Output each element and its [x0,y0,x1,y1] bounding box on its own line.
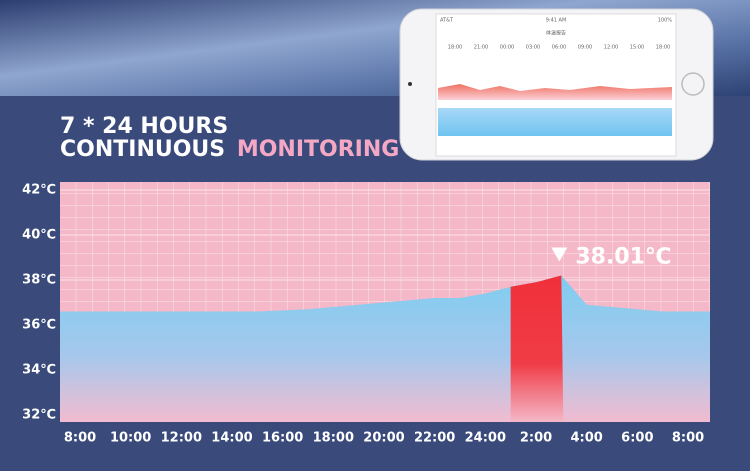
x-tick-label: 18:00 [313,431,354,446]
phone-time: 03:00 [526,45,540,51]
phone-red-band [438,84,672,100]
camera [408,82,412,86]
status-clock: 9:41 AM [546,18,567,24]
x-tick-label: 8:00 [672,431,704,446]
headline-part: MONITORING [237,137,400,162]
x-tick-label: 14:00 [211,431,252,446]
y-tick-label: 42℃ [22,183,56,198]
y-tick-label: 34℃ [22,363,56,378]
x-tick-label: 22:00 [414,431,455,446]
headline-part: CONTINUOUS [60,137,225,162]
phone-title: 体温报告 [546,30,566,37]
headline: CONTINUOUS MONITORING [60,137,399,162]
y-tick-label: 38℃ [22,273,56,288]
phone-time: 15:00 [630,45,644,51]
x-tick-label: 4:00 [570,431,602,446]
x-tick-label: 6:00 [621,431,653,446]
home-button [681,72,705,96]
x-tick-label: 24:00 [465,431,506,446]
annotation: 38.01℃ [575,245,671,270]
phone-time: 12:00 [604,45,618,51]
y-tick-label: 36℃ [22,318,56,333]
phone-time: 09:00 [578,45,592,51]
phone-time: 18:00 [448,45,462,51]
phone-time: 00:00 [500,45,514,51]
phone-time: 06:00 [552,45,566,51]
phone-blue-band [438,108,672,136]
x-tick-label: 12:00 [161,431,202,446]
y-tick-label: 32℃ [22,408,56,423]
x-tick-label: 2:00 [520,431,552,446]
phone: AT&T 9:41 AM 100% 体温报告 18:00 21:00 00:00 03… [399,8,714,161]
x-tick-label: 20:00 [363,431,404,446]
y-tick-label: 40℃ [22,228,56,243]
highlight-area [510,275,564,422]
x-tick-label: 8:00 [64,431,96,446]
annotation-marker [551,247,568,262]
headline: 7 * 24 HOURS [60,114,228,139]
x-tick-label: 16:00 [262,431,303,446]
x-tick-label: 10:00 [110,431,151,446]
status-battery: 100% [658,18,673,24]
status-carrier: AT&T [440,18,454,24]
phone-time: 21:00 [474,45,488,51]
phone-time: 18:00 [656,45,670,51]
